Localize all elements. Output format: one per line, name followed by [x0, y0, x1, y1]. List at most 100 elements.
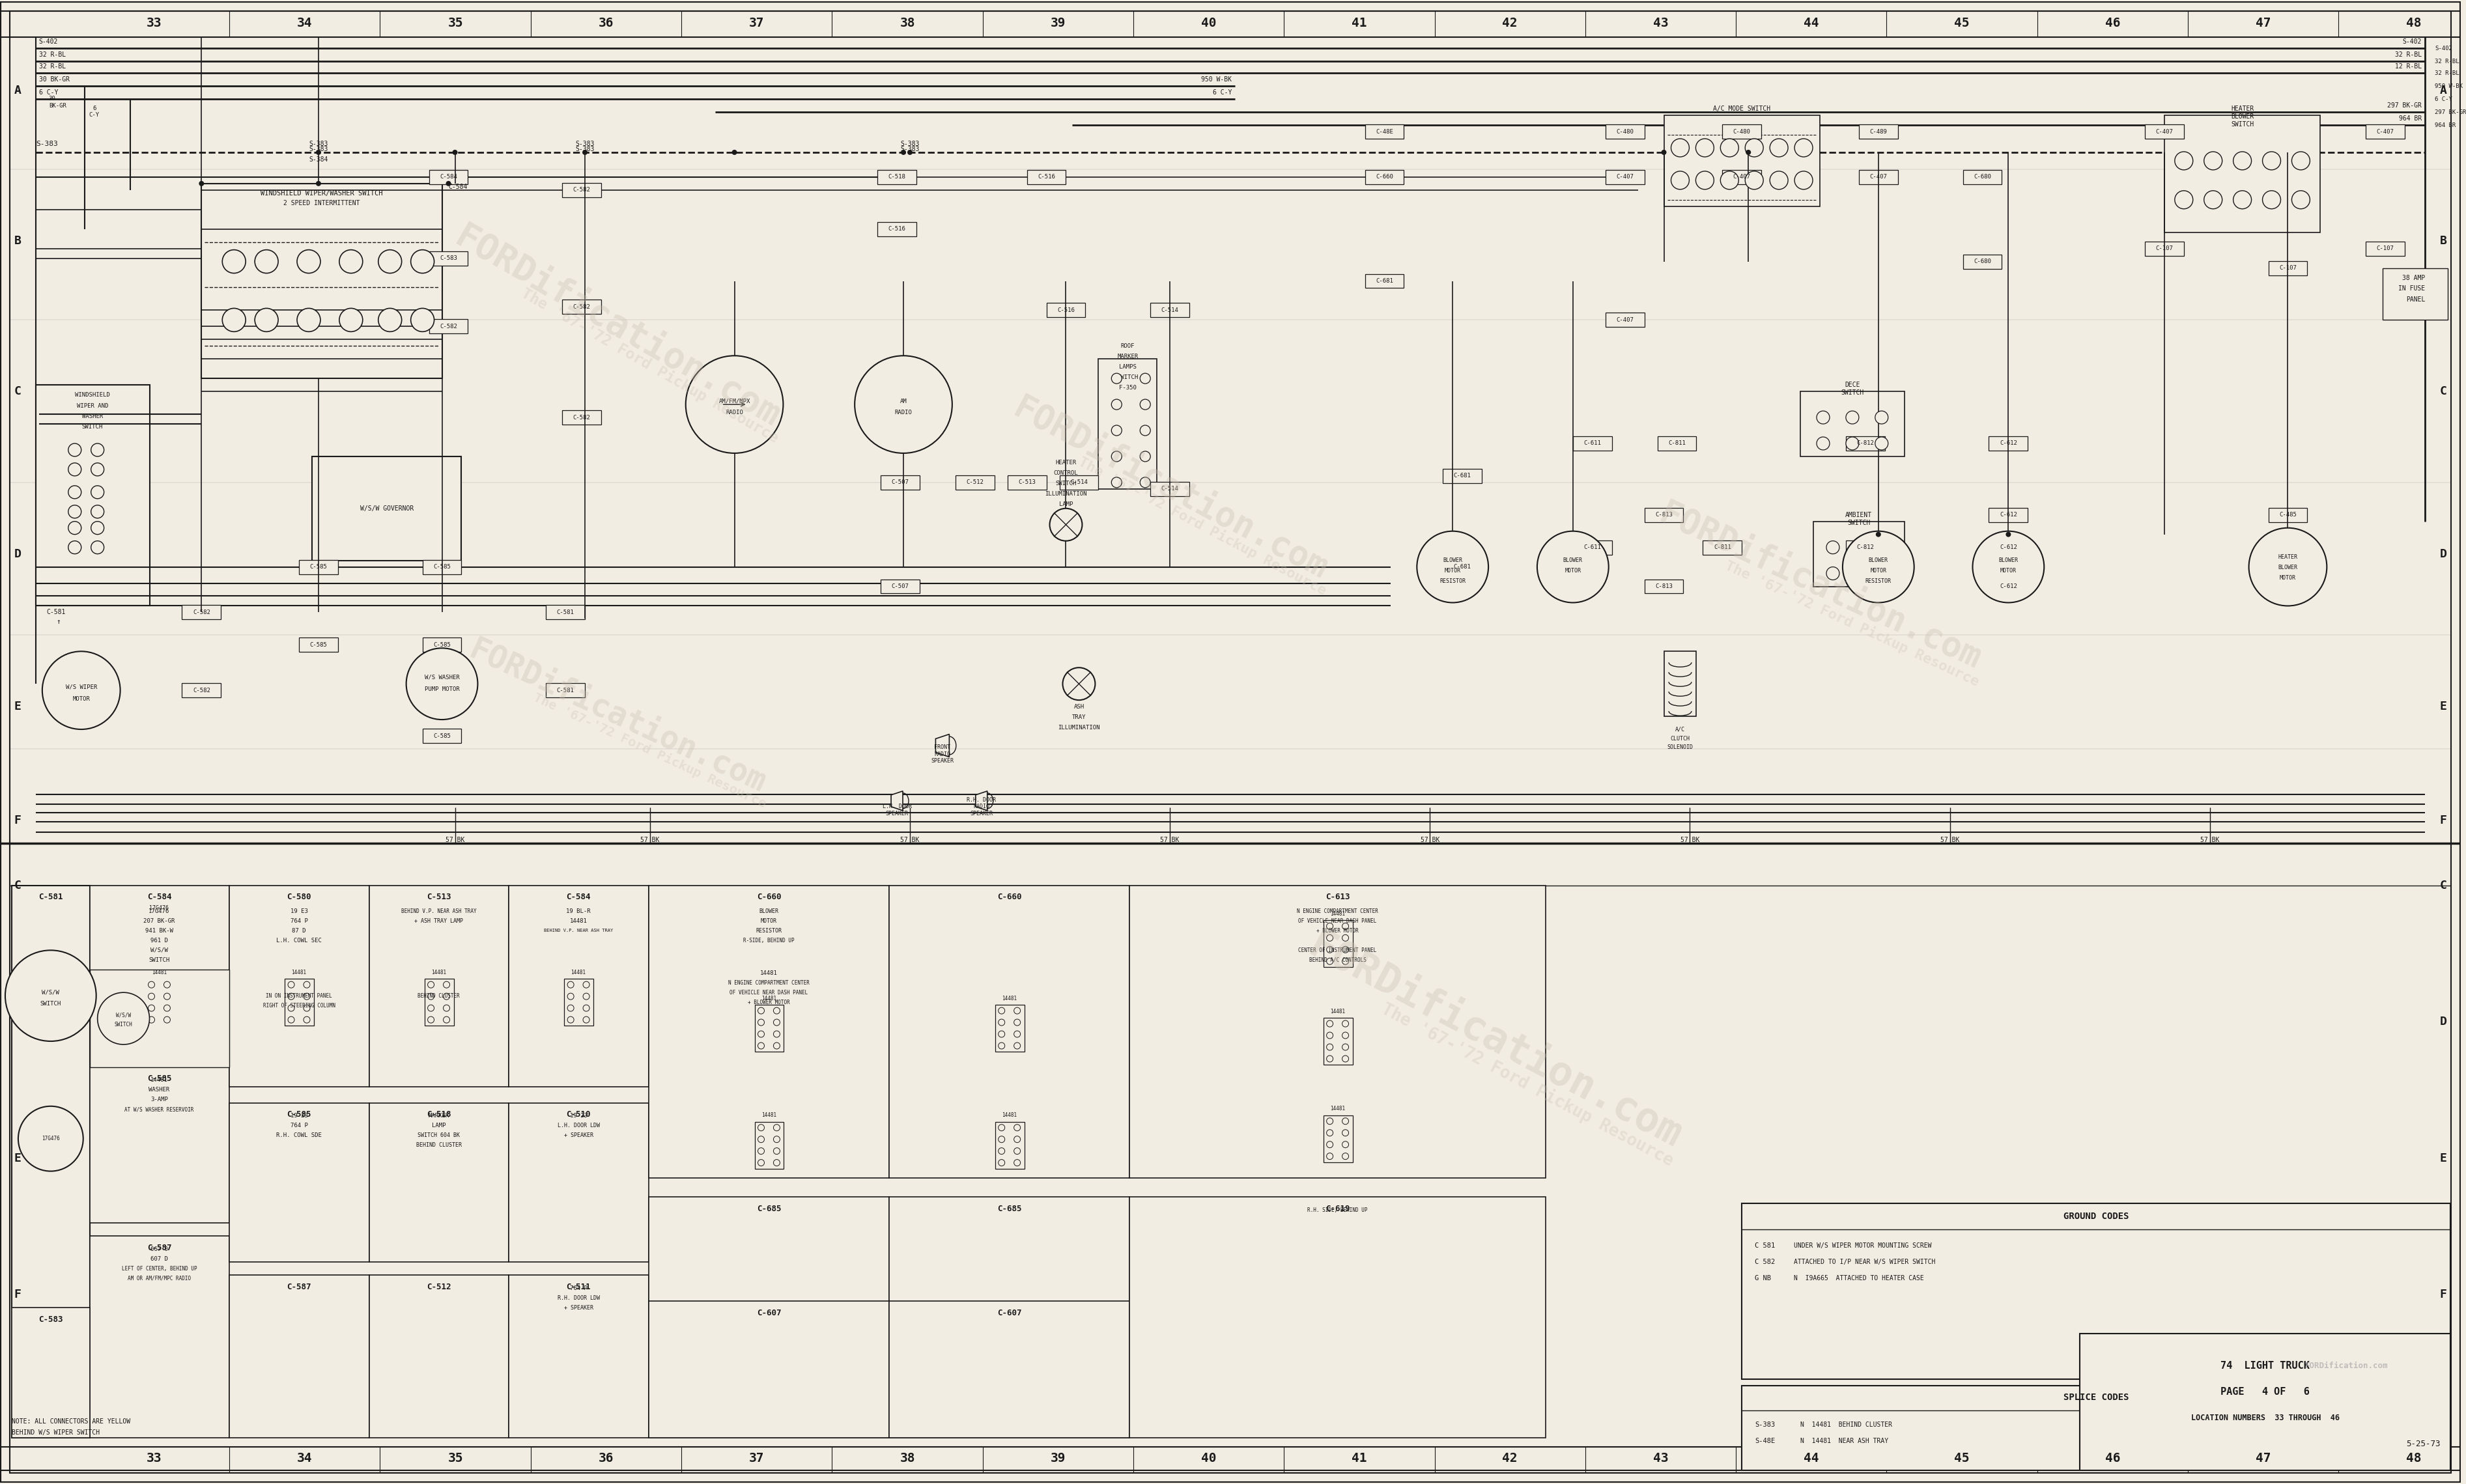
Text: C-582: C-582: [572, 187, 589, 193]
Bar: [880, 475, 920, 490]
Text: 667 0: 667 0: [150, 1247, 168, 1252]
Text: C-585: C-585: [148, 1074, 173, 1083]
Text: C 581: C 581: [1756, 1242, 1776, 1250]
Text: 950 W-BK: 950 W-BK: [2434, 83, 2464, 89]
Bar: [996, 1005, 1023, 1052]
Text: 30 BK-GR: 30 BK-GR: [39, 76, 69, 83]
Bar: [2382, 269, 2449, 321]
Text: C-512: C-512: [427, 1282, 451, 1291]
Bar: [1990, 436, 2027, 451]
Text: C-507: C-507: [890, 583, 910, 589]
Circle shape: [757, 1147, 764, 1155]
Text: ATTACHED TO I/P NEAR W/S WIPER SWITCH: ATTACHED TO I/P NEAR W/S WIPER SWITCH: [1793, 1258, 1936, 1266]
Text: AM/FM/MPX: AM/FM/MPX: [718, 398, 750, 404]
Circle shape: [69, 505, 81, 518]
Circle shape: [1327, 1055, 1334, 1063]
Text: 19 23: 19 23: [570, 1113, 587, 1119]
Bar: [1129, 886, 1546, 1178]
Text: IN FUSE: IN FUSE: [2397, 285, 2424, 292]
Circle shape: [1842, 531, 1914, 603]
Text: C-612: C-612: [2000, 512, 2017, 518]
Bar: [1573, 540, 1613, 555]
Text: 40: 40: [1201, 16, 1216, 30]
Circle shape: [1847, 436, 1859, 450]
Text: CLUTCH: CLUTCH: [1669, 736, 1689, 742]
Bar: [649, 886, 890, 1178]
Circle shape: [1795, 171, 1813, 190]
Text: S-383: S-383: [900, 145, 920, 153]
Text: LAMP: LAMP: [1058, 502, 1073, 508]
Text: ↑: ↑: [57, 619, 62, 625]
Text: W/S/W: W/S/W: [116, 1012, 131, 1018]
Bar: [1060, 475, 1097, 490]
Bar: [1813, 521, 1904, 586]
Text: WIPER AND: WIPER AND: [76, 402, 109, 408]
Text: C-516: C-516: [1058, 307, 1075, 313]
Circle shape: [1014, 1008, 1021, 1014]
Text: R.H. SIDE, BEHIND UP: R.H. SIDE, BEHIND UP: [1307, 1206, 1369, 1212]
Circle shape: [757, 1031, 764, 1037]
Text: MOTOR: MOTOR: [2279, 574, 2296, 580]
Bar: [1443, 559, 1482, 574]
Text: 57 BK: 57 BK: [1420, 837, 1440, 843]
Circle shape: [999, 1020, 1004, 1025]
Bar: [2145, 242, 2185, 255]
Text: 607 D: 607 D: [150, 1255, 168, 1261]
Bar: [545, 683, 584, 697]
Text: C-585: C-585: [286, 1110, 311, 1119]
Text: CENTER OF INSTRUMENT PANEL: CENTER OF INSTRUMENT PANEL: [1300, 947, 1376, 953]
Bar: [89, 1236, 229, 1438]
Text: FORDification.com: FORDification.com: [2306, 1362, 2387, 1370]
Circle shape: [1327, 947, 1334, 953]
Text: 35: 35: [449, 1453, 464, 1465]
Text: S-402: S-402: [2434, 46, 2451, 52]
Bar: [429, 251, 469, 266]
Circle shape: [1827, 540, 1840, 554]
Bar: [890, 1301, 1129, 1438]
Text: 37: 37: [750, 1453, 764, 1465]
Text: 38: 38: [900, 1453, 915, 1465]
Bar: [954, 475, 994, 490]
Circle shape: [289, 1017, 293, 1022]
Text: WASHER: WASHER: [148, 1086, 170, 1092]
Bar: [890, 1198, 1129, 1438]
Text: L.H. DOOR
SPEAKER: L.H. DOOR SPEAKER: [883, 804, 912, 816]
Text: 43: 43: [1652, 1453, 1669, 1465]
Circle shape: [316, 181, 321, 186]
Text: ASH: ASH: [1073, 703, 1085, 709]
Text: SWITCH: SWITCH: [81, 423, 104, 429]
Text: 43: 43: [1652, 16, 1669, 30]
Bar: [1721, 169, 1761, 184]
Circle shape: [2234, 190, 2251, 209]
Text: PANEL: PANEL: [2407, 297, 2424, 303]
Text: 44: 44: [1803, 16, 1820, 30]
Text: SWITCH: SWITCH: [1847, 519, 1869, 525]
Text: 297 BK-GR: 297 BK-GR: [2387, 102, 2422, 108]
Text: C-518: C-518: [427, 1110, 451, 1119]
Bar: [1009, 475, 1046, 490]
Circle shape: [69, 521, 81, 534]
Circle shape: [1852, 540, 1864, 554]
Bar: [89, 969, 229, 1067]
Bar: [1741, 1386, 2451, 1471]
Text: 764 P: 764 P: [291, 919, 308, 925]
Text: C-681: C-681: [1452, 564, 1472, 570]
Text: C-581: C-581: [557, 610, 575, 616]
Text: + BLOWER MOTOR: + BLOWER MOTOR: [747, 999, 789, 1005]
Text: The '67-'72 Ford Pickup Resource: The '67-'72 Ford Pickup Resource: [1378, 1000, 1677, 1171]
Bar: [1657, 436, 1697, 451]
Bar: [1097, 359, 1157, 488]
Circle shape: [774, 1125, 779, 1131]
Text: C-516: C-516: [1038, 174, 1055, 180]
Text: C-612: C-612: [2000, 583, 2017, 589]
Circle shape: [1327, 1117, 1334, 1125]
Bar: [370, 1103, 508, 1261]
Bar: [2365, 242, 2404, 255]
Circle shape: [1879, 567, 1891, 580]
Text: 14481: 14481: [432, 969, 446, 975]
Circle shape: [289, 993, 293, 1000]
Bar: [1026, 169, 1065, 184]
Text: W/S/W: W/S/W: [150, 947, 168, 953]
Circle shape: [1973, 531, 2044, 603]
Text: SWITCH: SWITCH: [1117, 374, 1139, 380]
